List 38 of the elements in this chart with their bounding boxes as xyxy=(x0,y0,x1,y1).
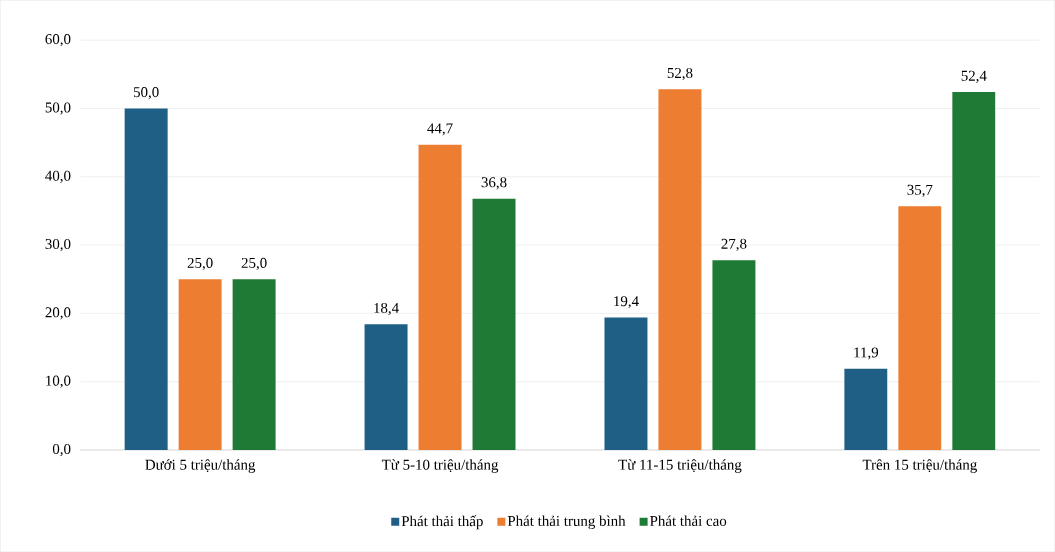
bar xyxy=(844,368,888,450)
bar xyxy=(712,260,756,450)
data-label: 52,4 xyxy=(961,70,987,83)
bar xyxy=(898,206,942,450)
bar xyxy=(364,324,408,450)
data-label: 44,7 xyxy=(427,123,453,136)
x-tick-label: Từ 11-15 triệu/tháng xyxy=(618,459,742,473)
data-label: 25,0 xyxy=(187,257,213,270)
y-tick-label: 0,0 xyxy=(52,443,71,457)
data-label: 25,0 xyxy=(241,257,267,270)
data-label: 35,7 xyxy=(907,184,933,197)
data-label: 36,8 xyxy=(481,177,507,190)
legend-label: Phát thải thấp xyxy=(401,515,483,530)
bar xyxy=(472,198,516,450)
x-tick-label: Dưới 5 triệu/tháng xyxy=(145,459,256,473)
y-tick-label: 20,0 xyxy=(45,307,71,320)
x-tick-label: Từ 5-10 triệu/tháng xyxy=(381,459,499,473)
x-tick-label: Trên 15 triệu/tháng xyxy=(862,459,977,473)
data-label: 52,8 xyxy=(667,67,693,81)
bar xyxy=(232,279,276,450)
y-tick-label: 40,0 xyxy=(45,170,71,183)
bar xyxy=(124,108,168,450)
y-tick-label: 60,0 xyxy=(45,33,71,47)
bar xyxy=(952,92,996,450)
legend-label: Phát thải cao xyxy=(650,515,727,526)
data-label: 19,4 xyxy=(614,296,639,309)
bar xyxy=(178,279,222,450)
data-label: 27,8 xyxy=(721,238,747,251)
y-tick-label: 50,0 xyxy=(45,102,71,115)
y-tick-label: 10,0 xyxy=(46,375,71,388)
data-label: 11,9 xyxy=(854,347,879,360)
bar xyxy=(604,317,648,450)
y-tick-label: 30,0 xyxy=(45,238,71,252)
bar xyxy=(658,89,702,450)
data-label: 18,4 xyxy=(374,302,399,316)
legend-label: Phát thải trung bình xyxy=(507,515,626,529)
bar xyxy=(418,144,462,450)
data-label: 50,0 xyxy=(133,86,159,100)
